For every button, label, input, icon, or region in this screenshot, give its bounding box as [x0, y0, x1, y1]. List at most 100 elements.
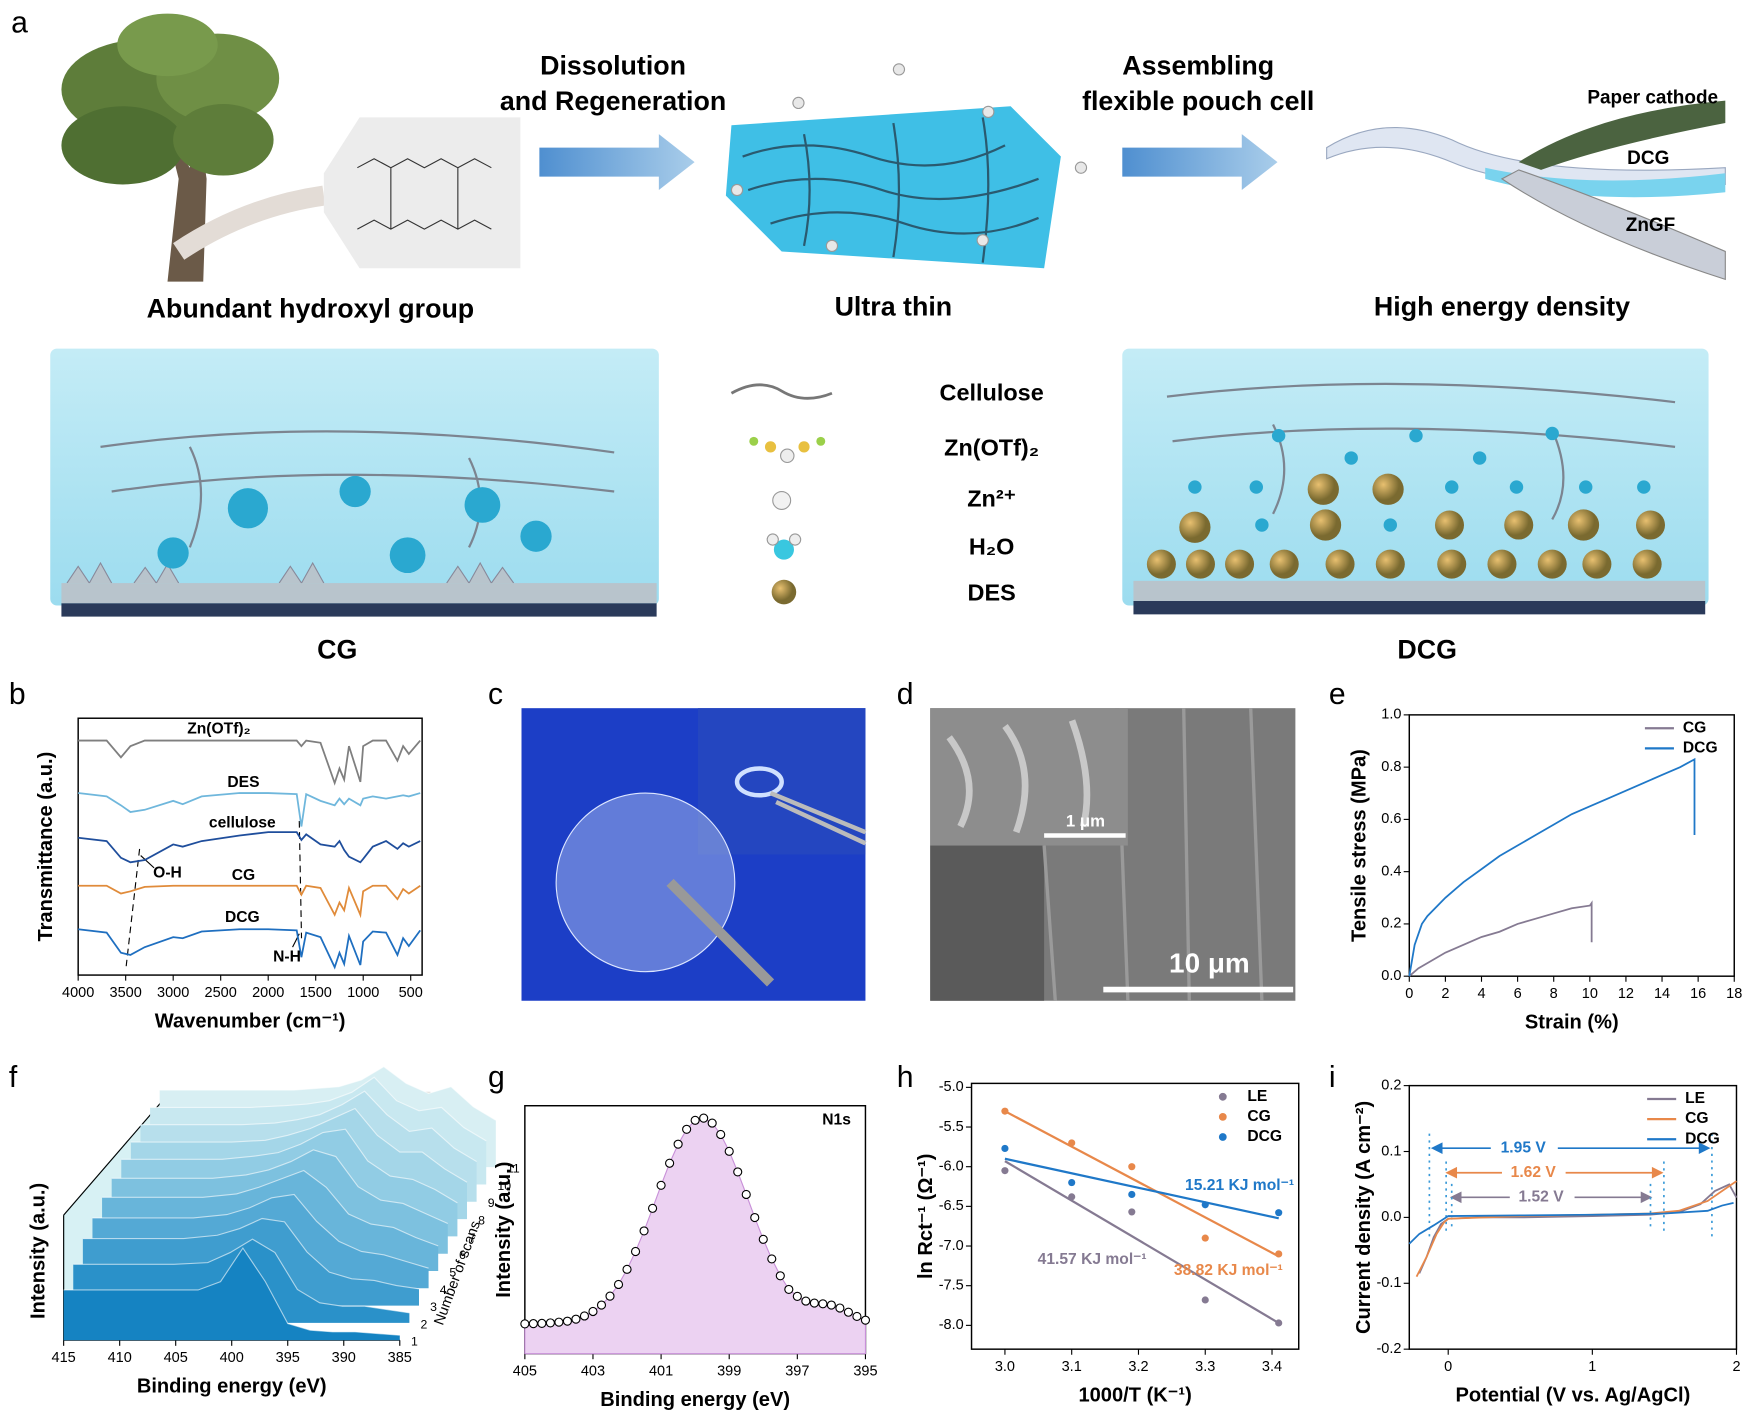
data-point [673, 1139, 683, 1149]
x-tick-label: 3.1 [1062, 1359, 1082, 1375]
layer-label: Paper cathode [1587, 87, 1718, 108]
x-tick-label: 401 [649, 1363, 673, 1379]
data-point [1275, 1319, 1283, 1327]
x-tick-label: 400 [220, 1350, 244, 1366]
data-point [545, 1318, 555, 1328]
data-point [809, 1298, 819, 1308]
legend-label: CG [1247, 1108, 1270, 1125]
x-tick-label: 403 [581, 1363, 605, 1379]
x-tick-label: 6 [1514, 986, 1522, 1002]
z-tick-label: 7 [469, 1231, 476, 1245]
x-tick-label: 4 [1477, 986, 1485, 1002]
legend-icon [730, 383, 833, 400]
legend-label: LE [1685, 1090, 1705, 1107]
series-line [1408, 757, 1696, 977]
x-tick-label: 10 [1582, 986, 1598, 1002]
series-line [78, 739, 421, 786]
legend-icon [749, 436, 826, 464]
y-axis-label: Tensile stress (MPa) [1348, 749, 1370, 942]
dcg-scheme [1122, 348, 1709, 615]
y-tick-label: -0.2 [1376, 1341, 1401, 1357]
x-tick-label: 1 [1588, 1359, 1596, 1375]
x-axis-label: Strain (%) [1525, 1011, 1619, 1033]
x-tick-label: 1500 [300, 985, 332, 1001]
annotation: 15.21 KJ mol⁻¹ [1185, 1177, 1294, 1194]
legend-marker [1218, 1092, 1227, 1101]
series-line [78, 831, 421, 864]
panel-letter: d [897, 678, 914, 711]
legend-label: CG [1685, 1110, 1708, 1127]
x-tick-label: 3.0 [995, 1359, 1015, 1375]
z-tick-label: 11 [507, 1162, 520, 1176]
z-tick-label: 2 [421, 1317, 428, 1331]
scan-line [140, 1090, 477, 1163]
data-point [554, 1317, 564, 1327]
z-tick-label: 1 [411, 1335, 418, 1349]
data-point [605, 1291, 615, 1301]
x-axis-label: Potential (V vs. Ag/AgCl) [1455, 1384, 1690, 1406]
data-point [596, 1300, 607, 1310]
arrow-label: Assembling [1122, 50, 1274, 80]
series-line [1418, 1183, 1738, 1274]
y-tick-label: 0.6 [1381, 811, 1401, 827]
x-tick-label: 3.2 [1128, 1359, 1148, 1375]
y-tick-label: 0.2 [1381, 1077, 1401, 1093]
z-tick-label: 3 [430, 1300, 437, 1314]
y-tick-label: -7.0 [939, 1238, 964, 1254]
x-axis-label: Binding energy (eV) [137, 1375, 327, 1397]
data-point [775, 1271, 785, 1281]
data-point [528, 1319, 538, 1329]
y-axis-label: Transmittance (a.u.) [35, 752, 57, 942]
legend-label: Cellulose [940, 380, 1044, 406]
data-point [639, 1226, 649, 1236]
scale-bar-label: 10 μm [1169, 947, 1250, 978]
data-point [716, 1129, 726, 1140]
x-axis-label: Binding energy (eV) [600, 1389, 790, 1411]
plot-frame [970, 1082, 1300, 1350]
legend-label: Zn(OTf)₂ [944, 434, 1039, 460]
panel-letter: c [488, 678, 503, 711]
scan-fill [63, 1248, 400, 1341]
x-tick-label: 3000 [157, 985, 189, 1001]
data-point [537, 1318, 547, 1328]
y-tick-label: -6.5 [939, 1198, 964, 1214]
data-point [665, 1158, 675, 1168]
y-tick-label: -5.5 [939, 1119, 964, 1135]
scan-line [73, 1238, 410, 1314]
data-point [1128, 1190, 1136, 1199]
annotation: O-H [153, 865, 182, 882]
plot-frame [77, 717, 423, 976]
z-tick-label: 5 [449, 1265, 456, 1279]
series-label: Zn(OTf)₂ [187, 721, 250, 738]
x-tick-label: 2 [1732, 1359, 1740, 1375]
series-line [1408, 1202, 1734, 1245]
y-tick-label: -7.5 [939, 1278, 964, 1294]
fit-line [1004, 1160, 1280, 1324]
series-line [1408, 900, 1593, 977]
x-tick-label: 397 [785, 1363, 809, 1379]
y-axis-label: Intensity (a.u.) [493, 1162, 515, 1298]
annotation: 1.95 V [1501, 1139, 1547, 1156]
data-point [733, 1167, 743, 1177]
legend-marker [1218, 1112, 1227, 1121]
x-tick-label: 410 [108, 1350, 132, 1366]
layer-label: DCG [1627, 148, 1669, 169]
y-tick-label: 0.8 [1381, 759, 1401, 775]
data-point [843, 1307, 853, 1317]
data-point [801, 1296, 811, 1306]
z-tick-label: 4 [440, 1283, 447, 1297]
legend-label: Zn²⁺ [967, 486, 1016, 512]
series-line [78, 884, 421, 919]
z-tick-label: 8 [478, 1214, 485, 1228]
y-tick-label: 0.1 [1381, 1143, 1401, 1159]
legend-icon [772, 490, 792, 510]
y-tick-label: 1.0 [1381, 707, 1401, 723]
x-tick-label: 2 [1441, 986, 1449, 1002]
data-point [707, 1118, 717, 1128]
x-tick-label: 1000 [347, 985, 379, 1001]
annotation: 38.82 KJ mol⁻¹ [1174, 1262, 1283, 1279]
z-tick-label: 6 [459, 1248, 466, 1262]
x-tick-label: 415 [52, 1350, 76, 1366]
data-point [579, 1311, 590, 1321]
